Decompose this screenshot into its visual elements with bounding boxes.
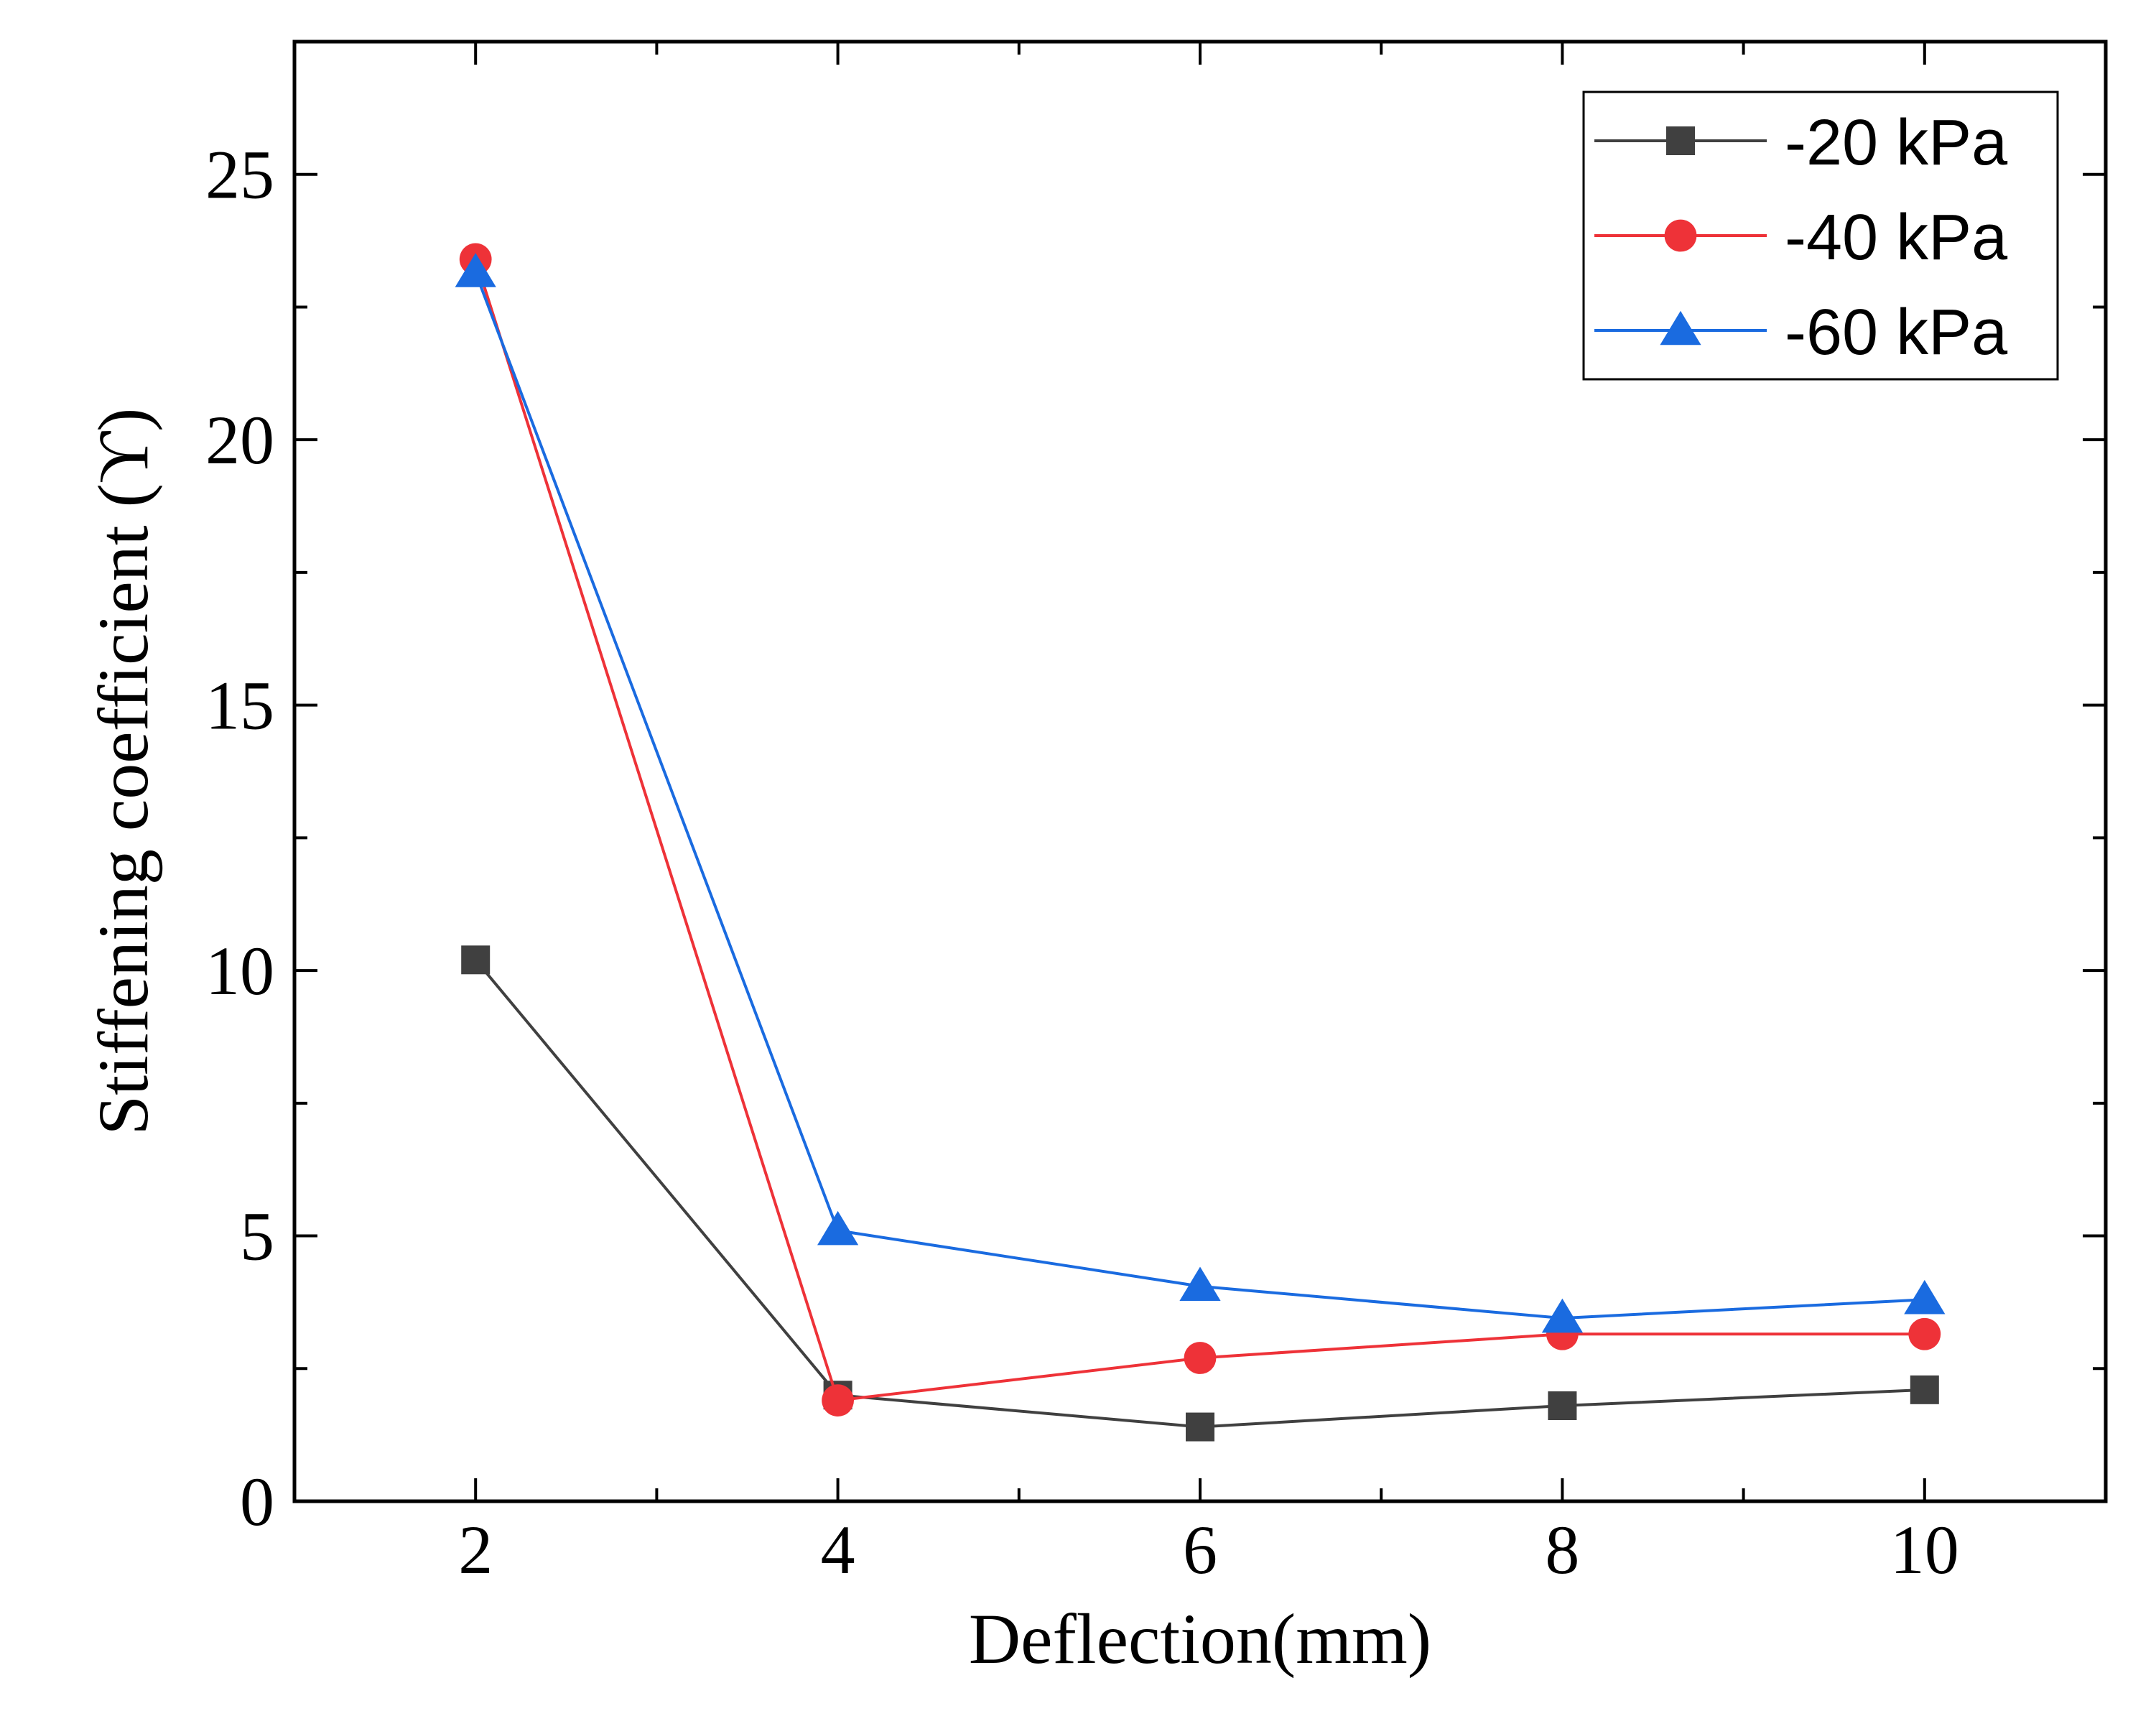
series-2 xyxy=(459,243,1941,1417)
data-point xyxy=(1910,1375,1939,1404)
x-tick-label: 2 xyxy=(458,1511,493,1588)
data-point xyxy=(1541,1298,1583,1333)
data-point xyxy=(817,1210,859,1246)
data-point xyxy=(1908,1317,1941,1350)
y-tick-label: 20 xyxy=(205,402,274,478)
series-layer xyxy=(455,243,1946,1442)
x-tick-label: 10 xyxy=(1890,1511,1959,1588)
data-point xyxy=(461,945,491,975)
legend: -20 kPa -40 kPa -60 kPa xyxy=(1582,91,2059,381)
legend-marker xyxy=(1664,219,1697,252)
y-tick-label: 15 xyxy=(205,667,274,744)
legend-marker xyxy=(1666,126,1695,155)
x-tick-label: 6 xyxy=(1183,1511,1217,1588)
legend-marker xyxy=(1660,310,1701,346)
y-tick-label: 10 xyxy=(205,932,274,1009)
minor-ticks xyxy=(294,42,2106,1501)
data-point xyxy=(455,253,496,287)
legend-label: -60 kPa xyxy=(1785,297,2008,368)
series-line xyxy=(474,272,1925,1320)
legend-item: -40 kPa xyxy=(1594,202,2008,274)
series-line xyxy=(474,259,1925,1402)
y-tick-label: 0 xyxy=(240,1463,274,1540)
plot-area-frame xyxy=(292,40,2108,1503)
legend-item: -60 kPa xyxy=(1594,297,2008,368)
data-point xyxy=(1186,1412,1214,1442)
x-tick-labels: 2 4 6 8 10 xyxy=(458,1511,1959,1588)
legend-item: -20 kPa xyxy=(1594,107,2008,179)
y-axis-title: Stiffening coefficient (ϒ) xyxy=(83,408,163,1136)
data-point xyxy=(1548,1391,1577,1420)
legend-label: -40 kPa xyxy=(1785,202,2008,274)
legend-label: -20 kPa xyxy=(1785,107,2008,179)
data-point xyxy=(1904,1279,1946,1314)
data-point xyxy=(1184,1342,1217,1374)
x-tick-label: 4 xyxy=(821,1511,855,1588)
data-point xyxy=(822,1384,854,1417)
y-tick-label: 25 xyxy=(205,136,274,213)
data-point xyxy=(1179,1266,1221,1302)
y-tick-label: 5 xyxy=(240,1198,274,1275)
series-3 xyxy=(455,253,1946,1333)
x-axis-title: Deflection(mm) xyxy=(969,1599,1431,1679)
y-tick-labels: 0 5 10 15 20 25 xyxy=(205,136,274,1540)
x-tick-label: 8 xyxy=(1545,1511,1579,1588)
